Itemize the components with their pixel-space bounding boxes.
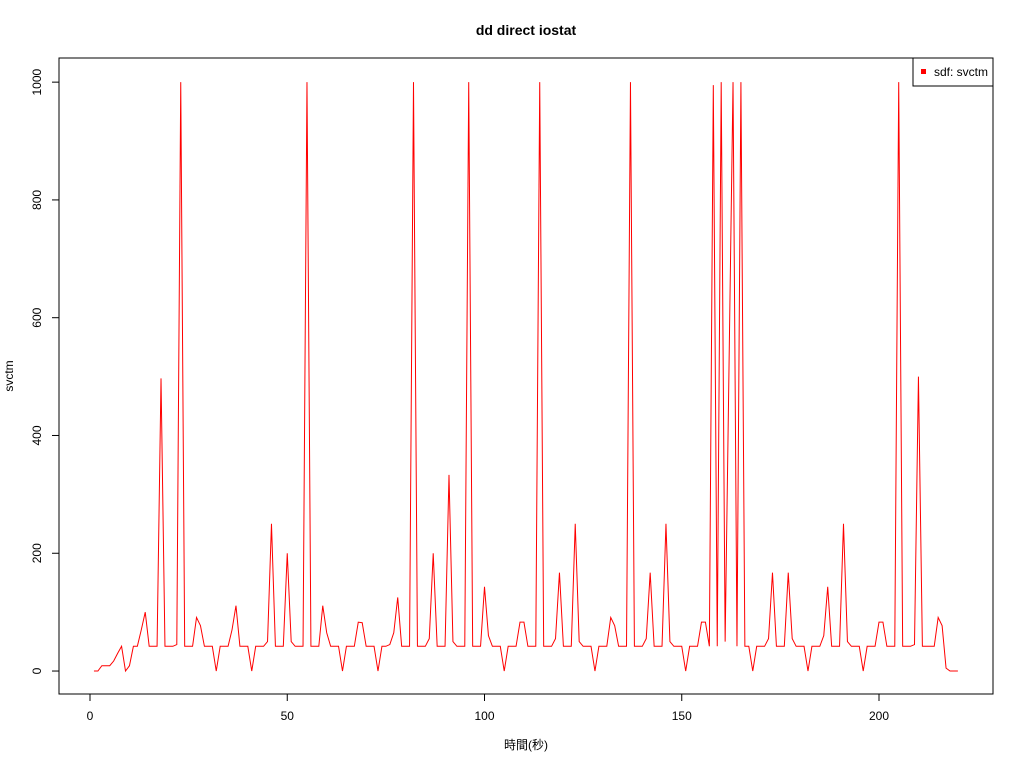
y-tick-label: 0: [30, 667, 44, 674]
legend-box: [912, 57, 994, 87]
legend-swatch: [921, 69, 926, 74]
x-tick-label: 0: [87, 709, 94, 723]
data-line: [93, 82, 958, 673]
x-tick-label: 50: [281, 709, 295, 723]
y-tick-label: 800: [30, 190, 44, 210]
y-tick-label: 200: [30, 543, 44, 563]
x-tick-label: 100: [474, 709, 494, 723]
x-tick-label: 150: [672, 709, 692, 723]
y-tick-label: 400: [30, 425, 44, 445]
y-axis-label: svctm: [2, 360, 16, 391]
chart-title: dd direct iostat: [476, 22, 577, 38]
plot-frame: [58, 57, 994, 695]
x-axis-label: 時間(秒): [504, 738, 548, 752]
y-tick-label: 1000: [30, 68, 44, 95]
legend-label: sdf: svctm: [934, 65, 988, 79]
x-tick-label: 200: [869, 709, 889, 723]
y-tick-label: 600: [30, 307, 44, 327]
